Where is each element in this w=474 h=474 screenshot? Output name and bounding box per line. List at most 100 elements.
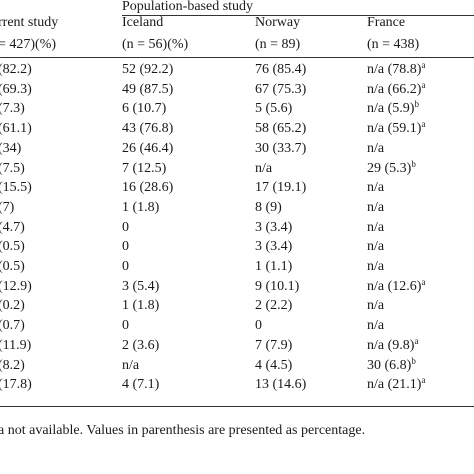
table-cell: n/a (59.1)a (367, 119, 426, 137)
cell-value: n/a (367, 219, 385, 235)
table-cell: 5 (5.6) (255, 101, 292, 117)
table-cell: 76 (85.4) (255, 62, 306, 78)
table-cell: (0.5) (0, 239, 25, 255)
table-row: (7.5) 7 (12.5) n/a 29 (5.3)b (0, 159, 474, 183)
header-rule (0, 57, 474, 58)
table-cell: (7.3) (0, 101, 25, 117)
table-cell: (7.5) (0, 161, 25, 177)
table-cell: 52 (92.2) (122, 62, 173, 78)
table-cell: n/a (367, 200, 384, 216)
table-row: (15.5) 16 (28.6) 17 (19.1) n/a (0, 180, 474, 202)
cell-value: n/a (66.2) (367, 81, 422, 97)
table-cell: n/a (78.8)a (367, 61, 425, 78)
table-row: (34) 26 (46.4) 30 (33.7) n/a (0, 141, 474, 163)
cell-value: (4.7) (0, 219, 25, 235)
table-cell: n/a (367, 220, 384, 236)
cell-value: (69.3) (0, 81, 32, 97)
table-cell: 9 (10.1) (255, 279, 299, 295)
cell-value: 0 (122, 219, 129, 235)
table-cell: (34) (0, 141, 21, 157)
cell-value: 4 (4.5) (255, 357, 293, 373)
cell-value: 43 (76.8) (122, 121, 174, 137)
cell-value: n/a (367, 180, 385, 196)
table-cell: 0 (122, 220, 129, 236)
table-row: (0.5) 0 3 (3.4) n/a (0, 239, 474, 261)
cell-value: (15.5) (0, 180, 32, 196)
table-row: (0.2) 1 (1.8) 2 (2.2) n/a (0, 298, 474, 320)
cell-value: 1 (1.8) (122, 298, 160, 314)
cell-value: n/a (78.8) (367, 62, 422, 77)
table-cell: n/a (12.6)a (367, 277, 425, 295)
cell-value: 3 (5.4) (122, 278, 160, 294)
cell-value: 1 (1.1) (255, 259, 293, 274)
cell-value: (0.2) (0, 298, 25, 314)
cell-value: 52 (92.2) (122, 62, 174, 77)
cell-value: 30 (33.7) (255, 140, 307, 156)
cell-value: n/a (367, 298, 385, 314)
cell-value: 4 (7.1) (122, 377, 160, 393)
table-cell: 16 (28.6) (122, 180, 173, 196)
cell-value: 7 (7.9) (255, 337, 293, 353)
cell-value: (34) (0, 140, 22, 156)
group-underline (122, 15, 474, 16)
table-cell: 3 (3.4) (255, 220, 292, 236)
cell-value: 6 (10.7) (122, 101, 167, 117)
cell-value: 3 (3.4) (255, 239, 293, 255)
table-cell: 0 (122, 239, 129, 255)
table-cell: n/a (367, 318, 384, 334)
cell-value: (0.5) (0, 259, 25, 274)
table-cell: 2 (2.2) (255, 298, 292, 314)
cell-value: n/a (367, 140, 385, 156)
cell-value: 30 (6.8) (367, 357, 412, 373)
table-cell: (0.7) (0, 318, 25, 334)
table-cell: (15.5) (0, 180, 32, 196)
table-cell: 1 (1.1) (255, 259, 292, 275)
table-cell: (69.3) (0, 82, 32, 98)
col-n-france: (n = 438) (367, 37, 420, 52)
cell-value: (8.2) (0, 357, 25, 373)
table-row: (69.3) 49 (87.5) 67 (75.3) n/a (66.2)a (0, 80, 474, 104)
table-cell: n/a (21.1)a (367, 376, 425, 393)
table-cell: 13 (14.6) (255, 377, 306, 393)
table-cell: 67 (75.3) (255, 82, 306, 98)
table-cell: 3 (5.4) (122, 279, 159, 295)
cell-value: 67 (75.3) (255, 81, 307, 97)
cell-value: n/a (367, 318, 385, 334)
cell-value: 58 (65.2) (255, 121, 307, 137)
table-cell: 29 (5.3)b (367, 159, 416, 177)
cell-value: n/a (367, 199, 385, 215)
cell-value: 8 (9) (255, 199, 282, 215)
cell-value: 16 (28.6) (122, 180, 174, 196)
cell-value: 49 (87.5) (122, 81, 174, 97)
cell-value: (7) (0, 199, 15, 215)
table-cell: 0 (122, 318, 129, 334)
table-cell: 0 (122, 259, 129, 275)
table-cell: 17 (19.1) (255, 180, 306, 196)
cell-value: 0 (122, 318, 129, 334)
cell-value: (7.3) (0, 101, 25, 117)
table-row: (0.5) 0 1 (1.1) n/a (0, 259, 474, 281)
cell-value: 76 (85.4) (255, 62, 307, 77)
cell-value: n/a (122, 357, 140, 373)
cell-value: 17 (19.1) (255, 180, 307, 196)
table-row: (4.7) 0 3 (3.4) n/a (0, 220, 474, 242)
cell-value: (17.8) (0, 377, 32, 393)
table-cell: 7 (12.5) (122, 161, 166, 177)
table-cell: (8.2) (0, 358, 25, 374)
cell-value: 29 (5.3) (367, 160, 412, 176)
table-cell: (7) (0, 200, 14, 216)
table-cell: 49 (87.5) (122, 82, 173, 98)
cell-value: 1 (1.8) (122, 199, 160, 215)
table-cell: 1 (1.8) (122, 298, 159, 314)
table-footnote: a not available. Values in parenthesis a… (0, 423, 366, 438)
col-header-iceland: Iceland (122, 15, 164, 30)
table-row: (7) 1 (1.8) 8 (9) n/a (0, 200, 474, 222)
cell-value: (11.9) (0, 337, 32, 353)
table-cell: (12.9) (0, 279, 32, 295)
footnote-marker: a (421, 119, 426, 130)
cell-value: n/a (255, 160, 273, 176)
cell-value: (0.7) (0, 318, 25, 334)
table-cell: (0.5) (0, 259, 25, 275)
table-cell: 4 (4.5) (255, 358, 292, 374)
table-cell: 3 (3.4) (255, 239, 292, 255)
